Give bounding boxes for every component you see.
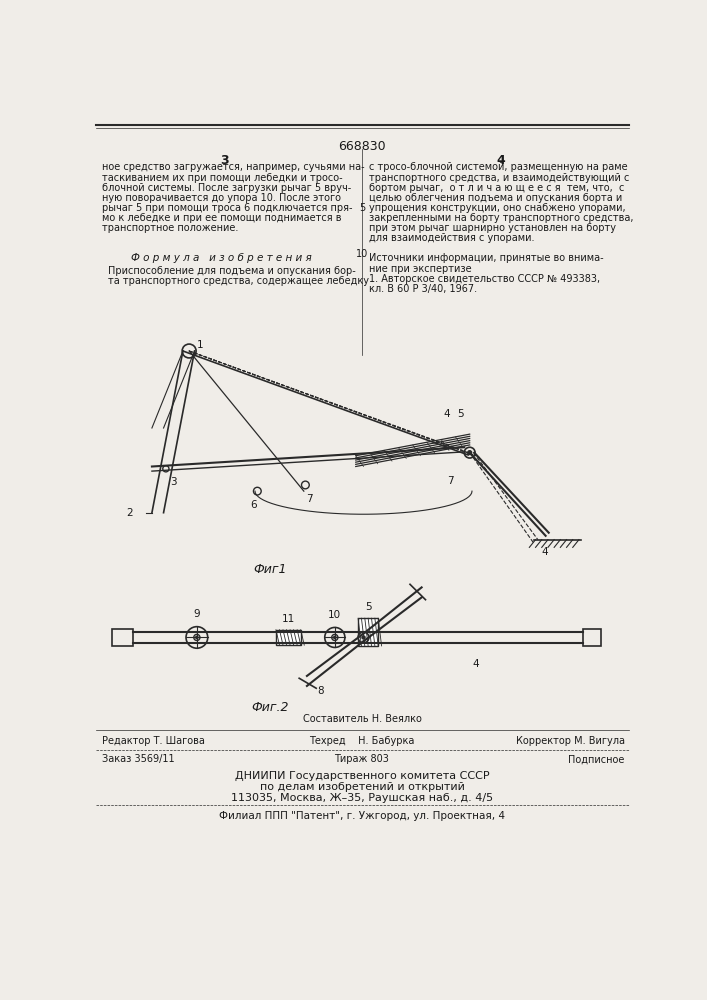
Text: Составитель Н. Веялко: Составитель Н. Веялко	[303, 714, 421, 724]
Circle shape	[334, 636, 336, 639]
Text: Источники информации, принятые во внима-: Источники информации, принятые во внима-	[369, 253, 604, 263]
Text: Редактор Т. Шагова: Редактор Т. Шагова	[103, 736, 205, 746]
Text: Тираж 803: Тираж 803	[334, 754, 390, 764]
Text: Приспособление для подъема и опускания бор-: Приспособление для подъема и опускания б…	[107, 266, 356, 276]
Text: 4: 4	[443, 409, 450, 419]
Text: целью облегчения подъема и опускания борта и: целью облегчения подъема и опускания бор…	[369, 193, 622, 203]
Text: 4: 4	[542, 547, 549, 557]
Text: 10: 10	[328, 610, 341, 620]
Text: ДНИИПИ Государственного комитета СССР: ДНИИПИ Государственного комитета СССР	[235, 771, 489, 781]
Text: ную поворачивается до упора 10. После этого: ную поворачивается до упора 10. После эт…	[103, 193, 341, 203]
Circle shape	[468, 451, 472, 455]
Text: 1. Авторское свидетельство СССР № 493383,: 1. Авторское свидетельство СССР № 493383…	[369, 274, 600, 284]
Text: 8: 8	[317, 686, 325, 696]
Text: для взаимодействия с упорами.: для взаимодействия с упорами.	[369, 233, 534, 243]
Text: 3: 3	[170, 477, 177, 487]
Text: при этом рычаг шарнирно установлен на борту: при этом рычаг шарнирно установлен на бо…	[369, 223, 616, 233]
Text: ное средство загружается, например, сучьями на-: ное средство загружается, например, сучь…	[103, 162, 365, 172]
FancyBboxPatch shape	[276, 630, 300, 645]
Text: Фиг.2: Фиг.2	[252, 701, 289, 714]
Text: Заказ 3569/11: Заказ 3569/11	[103, 754, 175, 764]
Text: 10: 10	[356, 249, 368, 259]
Text: 6: 6	[250, 500, 257, 510]
Text: транспортное положение.: транспортное положение.	[103, 223, 239, 233]
Text: Техред    Н. Бабурка: Техред Н. Бабурка	[309, 736, 414, 746]
Text: рычаг 5 при помощи троса 6 подключается пря-: рычаг 5 при помощи троса 6 подключается …	[103, 203, 353, 213]
Text: 7: 7	[447, 476, 454, 486]
Text: 4: 4	[496, 154, 505, 167]
Text: Подписное: Подписное	[568, 754, 625, 764]
Text: Корректор М. Вигула: Корректор М. Вигула	[515, 736, 625, 746]
Text: мо к лебедке и при ее помощи поднимается в: мо к лебедке и при ее помощи поднимается…	[103, 213, 341, 223]
Text: бортом рычаг,  о т л и ч а ю щ е е с я  тем, что,  с: бортом рычаг, о т л и ч а ю щ е е с я те…	[369, 183, 624, 193]
Text: 9: 9	[194, 609, 200, 619]
Text: таскиванием их при помощи лебедки и тросо-: таскиванием их при помощи лебедки и трос…	[103, 173, 343, 183]
Text: 5: 5	[365, 602, 371, 612]
Text: 2: 2	[126, 508, 133, 518]
FancyBboxPatch shape	[358, 618, 378, 646]
Circle shape	[196, 636, 198, 639]
Text: 7: 7	[306, 494, 312, 504]
Text: та транспортного средства, содержащее лебедку: та транспортного средства, содержащее ле…	[107, 276, 369, 286]
Text: упрощения конструкции, оно снабжено упорами,: упрощения конструкции, оно снабжено упор…	[369, 203, 626, 213]
Text: ние при экспертизе: ние при экспертизе	[369, 264, 472, 274]
Text: закрепленными на борту транспортного средства,: закрепленными на борту транспортного сре…	[369, 213, 633, 223]
Text: Ф о р м у л а   и з о б р е т е н и я: Ф о р м у л а и з о б р е т е н и я	[132, 253, 312, 263]
Circle shape	[362, 636, 365, 639]
Text: Филиал ППП "Патент", г. Ужгород, ул. Проектная, 4: Филиал ППП "Патент", г. Ужгород, ул. Про…	[219, 811, 505, 821]
Text: 5: 5	[359, 203, 365, 213]
FancyBboxPatch shape	[112, 629, 134, 646]
Text: 668830: 668830	[338, 140, 386, 153]
Text: 4: 4	[472, 659, 479, 669]
Text: 3: 3	[220, 154, 228, 167]
Text: транспортного средства, и взаимодействующий с: транспортного средства, и взаимодействую…	[369, 173, 629, 183]
FancyBboxPatch shape	[583, 629, 602, 646]
Text: Фиг1: Фиг1	[254, 563, 287, 576]
Text: 1: 1	[197, 340, 204, 350]
Text: с тросо-блочной системой, размещенную на раме: с тросо-блочной системой, размещенную на…	[369, 162, 628, 172]
Text: блочной системы. После загрузки рычаг 5 вруч-: блочной системы. После загрузки рычаг 5 …	[103, 183, 351, 193]
Text: 113035, Москва, Ж–35, Раушская наб., д. 4/5: 113035, Москва, Ж–35, Раушская наб., д. …	[231, 793, 493, 803]
Text: по делам изобретений и открытий: по делам изобретений и открытий	[259, 782, 464, 792]
Text: 5: 5	[457, 409, 464, 419]
Text: 11: 11	[281, 614, 295, 624]
Text: кл. В 60 Р 3/40, 1967.: кл. В 60 Р 3/40, 1967.	[369, 284, 477, 294]
